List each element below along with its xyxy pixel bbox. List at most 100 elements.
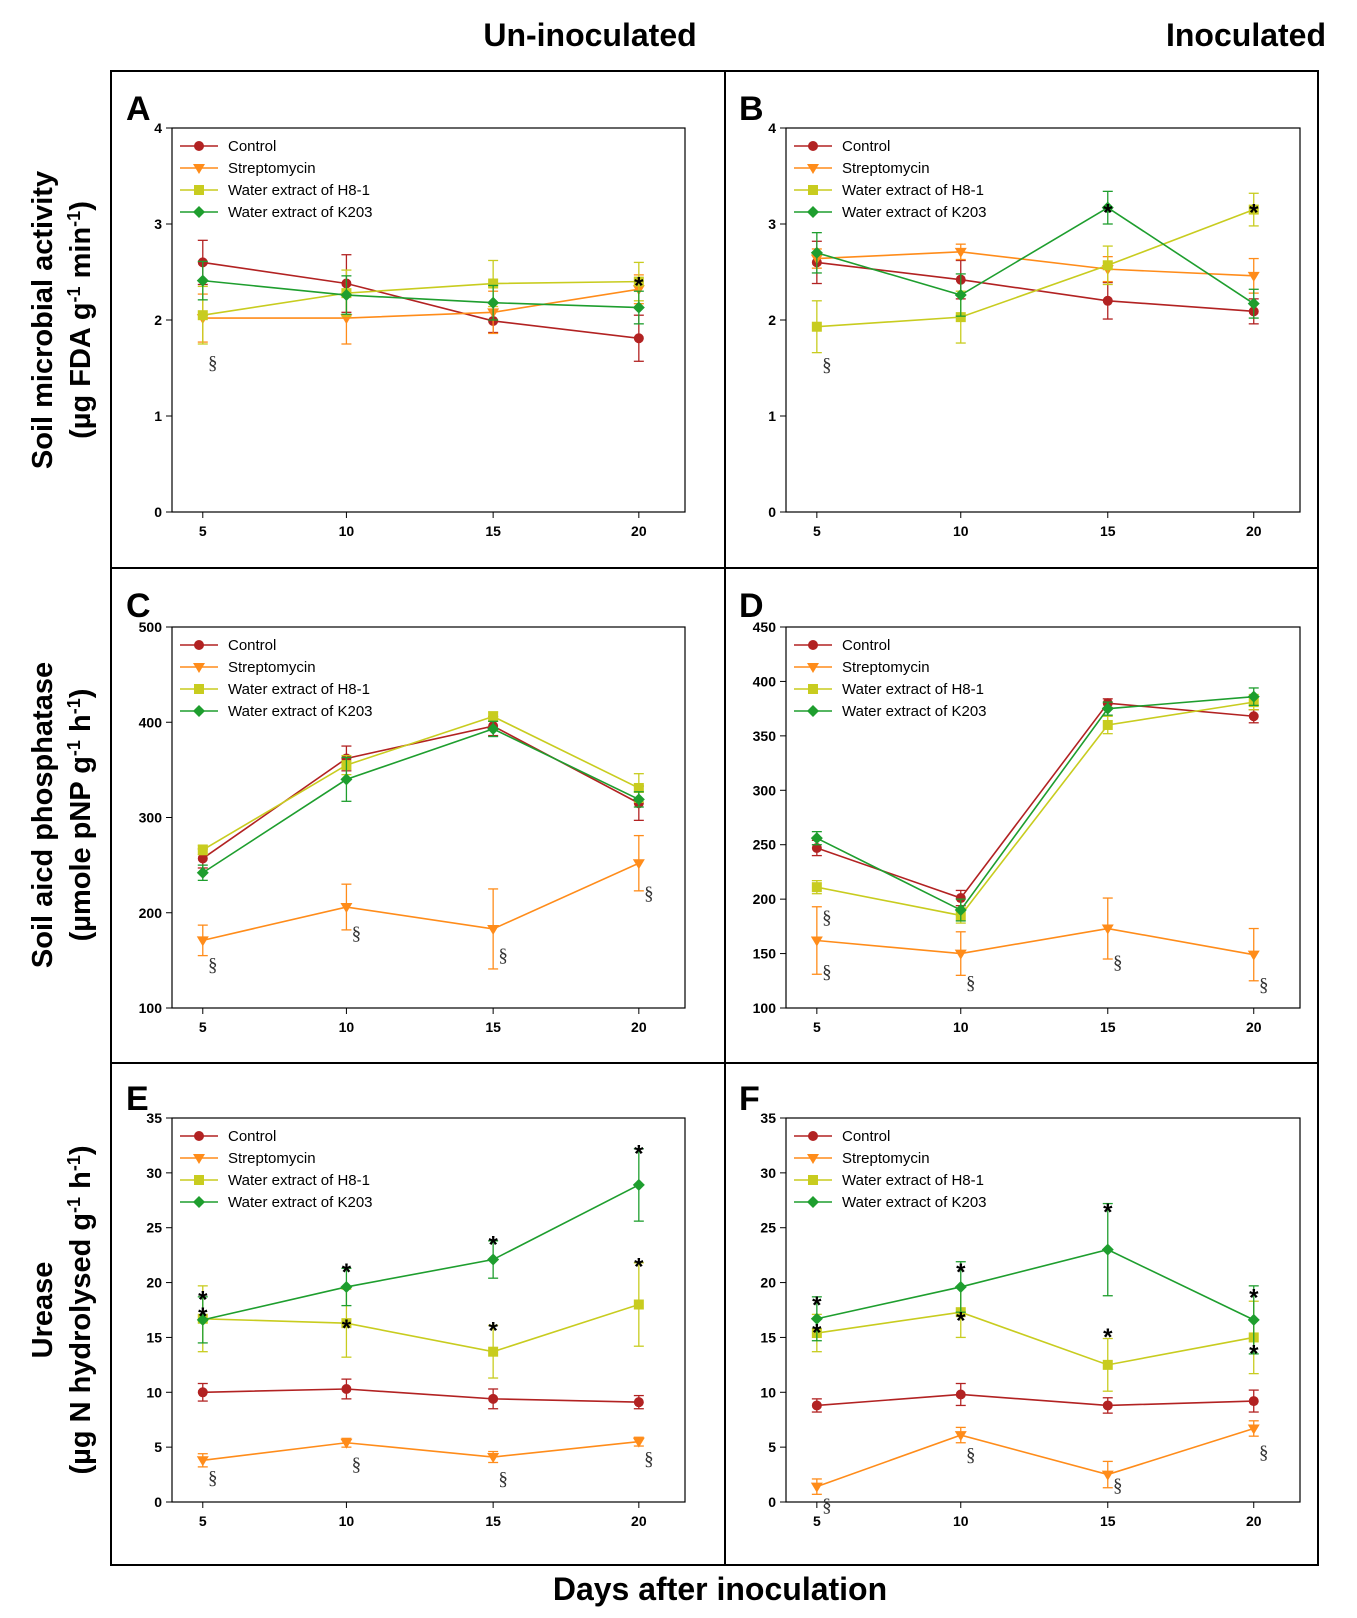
significance-section-mark: § [822, 355, 832, 376]
data-point [1102, 295, 1113, 306]
x-tick-label: 5 [199, 523, 207, 539]
series-line [816, 695, 1254, 912]
x-tick-label: 20 [631, 523, 647, 539]
y-tick-label: 10 [760, 1384, 776, 1400]
y-tick-label: 0 [154, 1494, 162, 1510]
y-tick-label: 100 [139, 1000, 163, 1016]
x-tick-label: 5 [813, 523, 821, 539]
significance-star: * [1249, 1340, 1259, 1367]
y-tick-label: 35 [146, 1110, 162, 1126]
legend-entry: Water extract of K203 [228, 703, 373, 720]
significance-section-mark: § [498, 1469, 508, 1490]
data-point [196, 866, 209, 879]
significance-star: * [342, 1315, 352, 1342]
data-point [196, 274, 209, 287]
series-control [197, 239, 644, 362]
data-point [811, 882, 822, 893]
x-tick-label: 15 [485, 1019, 501, 1035]
legend-entry: Control [228, 138, 276, 155]
legend-swatch-marker [194, 185, 204, 195]
data-point [633, 782, 644, 793]
significance-star: * [488, 1232, 498, 1259]
data-point [633, 333, 644, 344]
series-streptomycin [810, 897, 1260, 982]
significance-section-mark: § [498, 946, 508, 967]
series-k203 [196, 1148, 645, 1344]
legend-swatch-marker [808, 684, 818, 694]
x-tick-label: 20 [631, 1513, 647, 1529]
legend-entry: Control [842, 637, 890, 654]
y-tick-label: 20 [146, 1275, 162, 1291]
legend: Control Streptomycin Water extract of H8-1… [794, 1128, 987, 1211]
series-k203 [810, 1202, 1260, 1355]
x-tick-label: 10 [339, 1019, 355, 1035]
data-point [1248, 711, 1259, 722]
significance-section-mark: § [822, 962, 832, 983]
legend-entry: Water extract of K203 [228, 1194, 373, 1211]
data-point [632, 1178, 645, 1191]
y-tick-label: 35 [760, 1110, 776, 1126]
data-point [810, 1312, 823, 1325]
panel-letter: A [126, 90, 151, 128]
legend-swatch-marker [194, 1175, 204, 1185]
legend: Control Streptomycin Water extract of H8-1… [180, 1128, 373, 1211]
data-point [954, 289, 967, 302]
data-point [811, 842, 822, 853]
row-label-line1: Soil microbial activity [27, 171, 59, 469]
data-point [954, 247, 967, 258]
row-label-urease: Urease (µg N hydrolysed g-1 h-1) [27, 1145, 97, 1474]
legend-swatch-marker [194, 684, 204, 694]
legend-entry: Control [842, 138, 890, 155]
legend-swatch-marker [807, 1154, 819, 1164]
y-tick-label: 0 [768, 504, 776, 520]
y-tick-label: 2 [768, 312, 776, 328]
series-control [811, 1382, 1259, 1414]
data-point [955, 312, 966, 323]
series-line [202, 1440, 639, 1462]
y-tick-label: 450 [753, 619, 777, 635]
y-tick-label: 3 [154, 216, 162, 232]
legend-entry: Control [228, 637, 276, 654]
significance-star: * [342, 1259, 352, 1286]
panel-letter: D [739, 587, 764, 625]
series-streptomycin [196, 274, 645, 345]
series-line [202, 280, 639, 316]
data-point [488, 278, 499, 289]
chart-panel-a: A 0 1 2 3 4 5 10 15 20 Control Streptomycin Water ex… [126, 90, 686, 539]
panel-letter: C [126, 587, 151, 625]
x-tick-label: 15 [1100, 1019, 1116, 1035]
legend-swatch-marker [193, 206, 205, 218]
legend: Control Streptomycin Water extract of H8-1… [794, 637, 987, 720]
legend-entry: Streptomycin [842, 659, 930, 676]
legend-swatch-marker [194, 1131, 204, 1141]
x-tick-label: 10 [953, 1513, 969, 1529]
y-tick-label: 0 [154, 504, 162, 520]
significance-star: * [634, 1254, 644, 1281]
y-tick-label: 30 [146, 1165, 162, 1181]
y-tick-label: 400 [139, 714, 163, 730]
significance-section-mark: § [352, 924, 362, 945]
x-tick-label: 10 [953, 1019, 969, 1035]
legend-entry: Water extract of H8-1 [228, 681, 370, 698]
series-line [202, 1184, 640, 1321]
legend-swatch-marker [193, 1196, 205, 1208]
legend-entry: Streptomycin [228, 659, 316, 676]
panel-letter: E [126, 1080, 149, 1118]
y-tick-label: 500 [139, 619, 163, 635]
y-tick-label: 200 [139, 905, 163, 921]
significance-star: * [488, 1317, 498, 1344]
significance-star: * [1103, 1324, 1113, 1351]
column-title-inoculated: Inoculated [1166, 17, 1326, 53]
row-label-line2: (µmole pNP g-1 h-1) [64, 689, 97, 942]
x-tick-label: 20 [1246, 1513, 1262, 1529]
series-h81 [197, 1262, 644, 1379]
series-line [202, 728, 640, 874]
y-tick-label: 10 [146, 1384, 162, 1400]
data-point [197, 853, 208, 864]
series-streptomycin [196, 834, 645, 970]
legend-entry: Water extract of H8-1 [228, 182, 370, 199]
chart-panel-f: F 0 5 10 15 20 25 30 35 5 10 15 20 Control Streptomyci… [739, 1080, 1301, 1529]
data-point [196, 936, 209, 947]
data-point [1247, 297, 1260, 310]
data-point [633, 1299, 644, 1310]
